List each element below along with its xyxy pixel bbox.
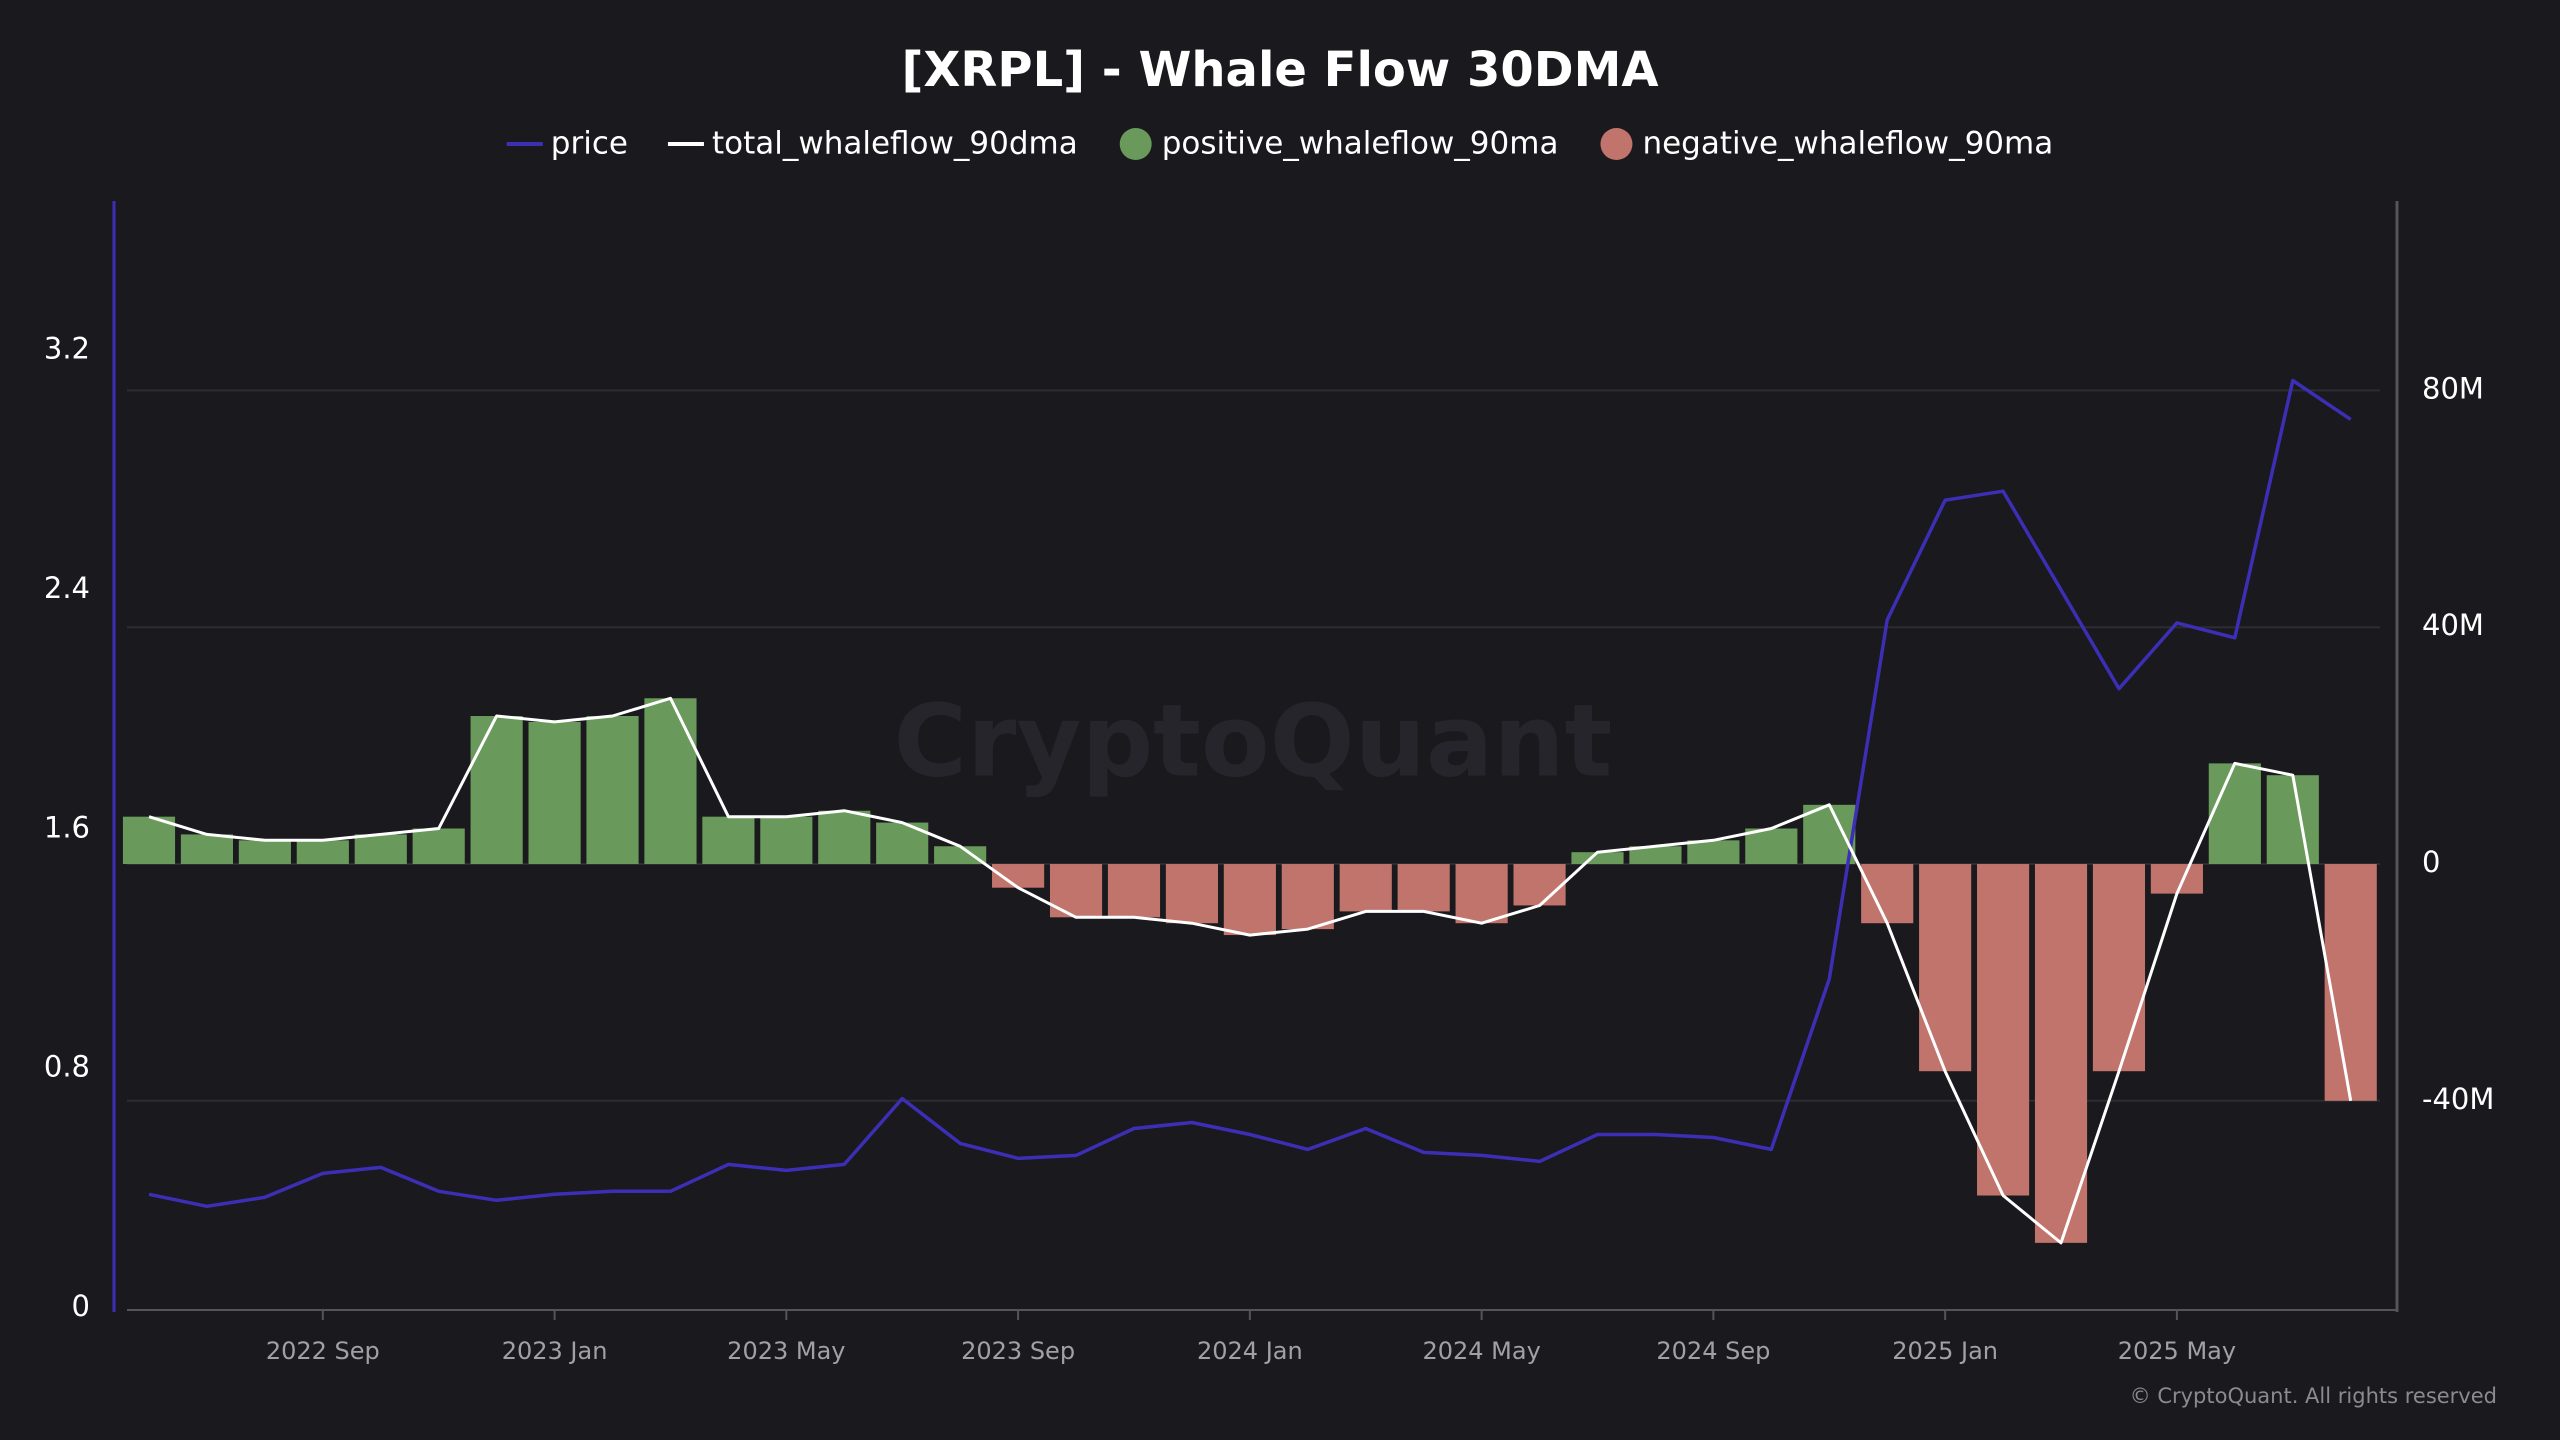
bar — [1745, 828, 1798, 865]
x-tick-label: 2024 Sep — [1656, 1337, 1770, 1365]
bar — [760, 816, 813, 865]
bar — [296, 840, 349, 865]
bar — [2324, 864, 2377, 1101]
bar — [238, 840, 291, 865]
bar — [702, 816, 755, 865]
x-tick-label: 2024 May — [1422, 1337, 1540, 1365]
bar — [2208, 763, 2261, 865]
bar — [2034, 864, 2088, 1243]
bar — [934, 846, 987, 865]
y-tick-label: 0.8 — [44, 1050, 90, 1084]
bar — [1629, 846, 1682, 865]
y2-tick-label: -40M — [2422, 1082, 2494, 1116]
bar — [2150, 864, 2203, 894]
x-tick-label: 2024 Jan — [1197, 1337, 1303, 1365]
bar — [1223, 864, 1276, 936]
bar — [1861, 864, 1914, 924]
y2-tick-label: 0 — [2422, 845, 2440, 879]
x-tick-label: 2025 Jan — [1892, 1337, 1998, 1365]
bar — [2266, 775, 2319, 865]
bar — [528, 721, 581, 865]
bar — [2092, 864, 2146, 1072]
legend-swatch — [1119, 128, 1152, 160]
bar — [1165, 864, 1218, 924]
x-tick-label: 2022 Sep — [266, 1337, 380, 1365]
line-series — [148, 696, 2353, 1245]
bar — [1513, 864, 1566, 906]
x-tick-label: 2023 Sep — [961, 1337, 1075, 1365]
legend-label: negative_whaleflow_90ma — [1642, 126, 2053, 162]
bar — [1339, 864, 1392, 912]
bar — [1281, 864, 1334, 930]
y-tick-label: 2.4 — [44, 571, 90, 605]
bar — [412, 828, 465, 865]
legend: price total_whaleflow_90dma positive_whale… — [506, 126, 2053, 162]
legend-label: price — [551, 126, 628, 162]
bar — [470, 716, 523, 865]
legend-label: total_whaleflow_90dma — [712, 126, 1078, 162]
bar — [992, 864, 1045, 888]
bar — [1455, 864, 1508, 924]
bar — [644, 698, 697, 865]
bar — [586, 716, 639, 865]
legend-label: positive_whaleflow_90ma — [1162, 126, 1559, 162]
bar — [1687, 840, 1740, 865]
bar — [1977, 864, 2030, 1196]
bar — [1397, 864, 1450, 912]
legend-swatch — [1600, 128, 1633, 160]
bar — [1803, 804, 1856, 865]
bar — [1107, 864, 1161, 918]
y2-tick-label: 80M — [2422, 371, 2484, 405]
copyright: © CryptoQuant. All rights reserved — [2130, 1384, 2497, 1408]
bar — [354, 834, 407, 865]
chart-title: [XRPL] - Whale Flow 30DMA — [901, 42, 1658, 98]
bar — [818, 810, 871, 865]
bar — [122, 816, 176, 865]
watermark: CryptoQuant — [894, 682, 1613, 799]
y-tick-label: 0 — [72, 1289, 90, 1323]
bar — [1571, 852, 1624, 865]
x-tick-label: 2023 Jan — [502, 1337, 608, 1365]
y-tick-label: 1.6 — [44, 810, 90, 844]
x-tick-label: 2023 May — [727, 1337, 845, 1365]
bar — [180, 834, 234, 865]
line-series — [148, 378, 2352, 1209]
x-tick-label: 2025 May — [2118, 1337, 2236, 1365]
y-tick-label: 3.2 — [44, 332, 90, 366]
y2-tick-label: 40M — [2422, 608, 2484, 642]
bar — [1919, 864, 1972, 1072]
